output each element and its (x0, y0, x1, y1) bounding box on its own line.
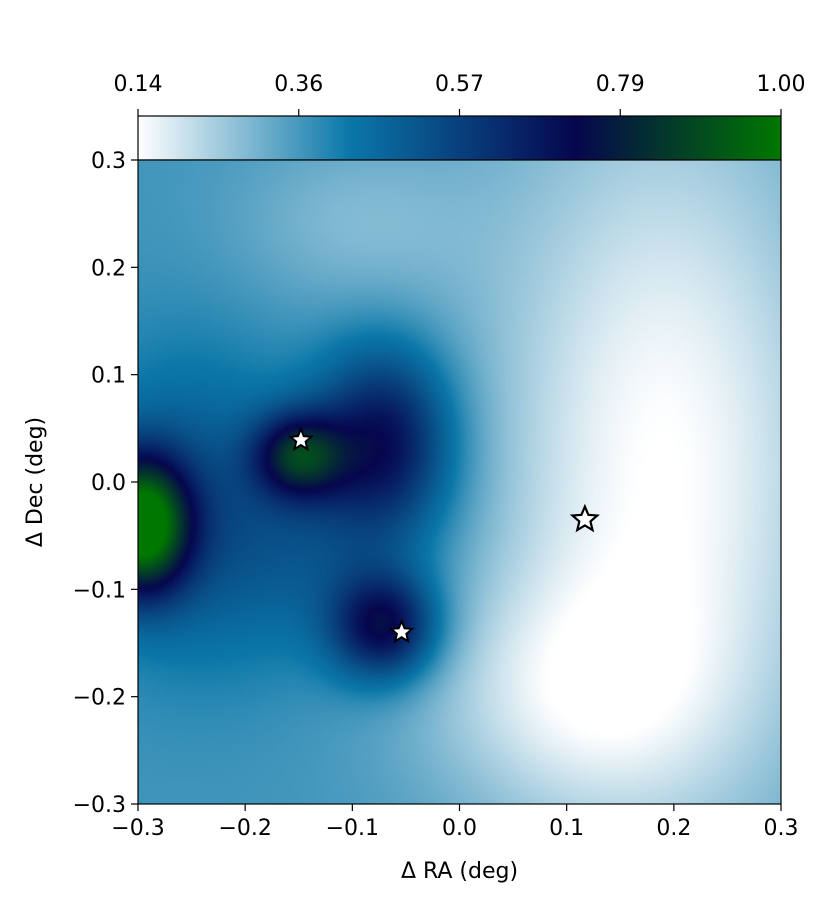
heatmap-image (138, 160, 781, 804)
y-tick-label: −0.3 (73, 793, 126, 818)
y-axis-ticks: 0.3 0.2 0.1 0.0 −0.1 −0.2 −0.3 (73, 149, 138, 818)
y-tick-label: −0.2 (73, 686, 126, 711)
colorbar-tick-label: 0.14 (114, 72, 163, 97)
colorbar-ticks: 0.14 0.36 0.57 0.79 1.00 (114, 72, 806, 116)
y-axis-label: Δ Dec (deg) (23, 417, 48, 547)
colorbar (137, 115, 782, 161)
colorbar-tick-label: 0.79 (596, 72, 645, 97)
open-star-marker (569, 503, 600, 533)
colorbar-tick-label: 0.36 (274, 72, 323, 97)
y-tick-label: 0.1 (91, 364, 126, 389)
y-tick-label: 0.2 (91, 256, 126, 281)
y-tick-label: 0.3 (91, 149, 126, 174)
x-tick-label: −0.3 (111, 816, 164, 841)
x-tick-label: −0.2 (218, 816, 271, 841)
x-tick-label: 0.0 (442, 816, 477, 841)
x-axis-label: Δ RA (deg) (401, 859, 518, 884)
marker-layer (287, 426, 600, 644)
x-tick-label: 0.2 (656, 816, 691, 841)
x-tick-label: 0.1 (549, 816, 584, 841)
colorbar-tick-label: 0.57 (435, 72, 484, 97)
x-tick-label: 0.3 (764, 816, 799, 841)
y-tick-label: −0.1 (73, 578, 126, 603)
star-marker (388, 618, 415, 644)
star-marker (287, 426, 314, 452)
x-tick-label: −0.1 (326, 816, 379, 841)
x-axis-ticks: −0.3 −0.2 −0.1 0.0 0.1 0.2 0.3 (111, 804, 799, 841)
colorbar-tick-label: 1.00 (757, 72, 806, 97)
y-tick-label: 0.0 (91, 471, 126, 496)
